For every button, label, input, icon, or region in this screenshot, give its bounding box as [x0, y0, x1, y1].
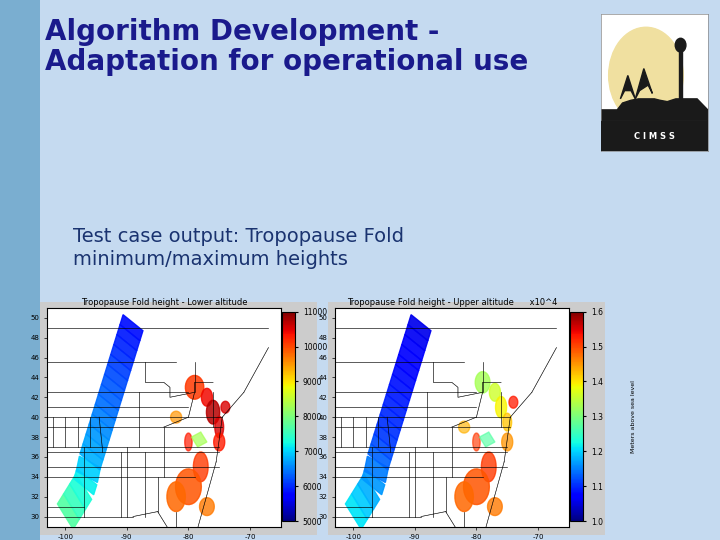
Title: Tropopause Fold height - Lower altitude: Tropopause Fold height - Lower altitude	[81, 298, 247, 307]
Polygon shape	[185, 433, 192, 451]
Polygon shape	[679, 48, 682, 99]
Polygon shape	[102, 374, 125, 400]
Polygon shape	[104, 364, 127, 390]
Polygon shape	[86, 424, 109, 450]
Polygon shape	[399, 345, 422, 370]
Polygon shape	[176, 469, 202, 504]
Polygon shape	[83, 434, 106, 460]
Polygon shape	[63, 484, 86, 519]
Polygon shape	[167, 482, 185, 511]
Polygon shape	[502, 433, 513, 451]
Polygon shape	[377, 414, 400, 440]
Text: Algorithm Development -
Adaptation for operational use: Algorithm Development - Adaptation for o…	[45, 18, 528, 76]
Polygon shape	[95, 394, 118, 420]
Polygon shape	[99, 384, 122, 410]
Polygon shape	[358, 474, 379, 509]
Polygon shape	[482, 452, 496, 482]
Polygon shape	[202, 388, 212, 406]
Polygon shape	[635, 69, 652, 99]
Polygon shape	[207, 400, 220, 424]
Polygon shape	[475, 372, 490, 393]
Polygon shape	[402, 335, 425, 361]
Polygon shape	[374, 424, 397, 450]
Polygon shape	[58, 494, 79, 529]
Polygon shape	[621, 76, 635, 99]
Polygon shape	[120, 315, 143, 341]
Polygon shape	[114, 335, 137, 361]
Polygon shape	[364, 456, 388, 482]
Polygon shape	[490, 383, 500, 401]
Polygon shape	[387, 384, 410, 410]
Polygon shape	[76, 456, 100, 482]
Polygon shape	[199, 498, 215, 516]
Polygon shape	[509, 396, 518, 408]
Polygon shape	[171, 411, 181, 423]
Text: Test case output: Tropopause Fold
minimum/maximum heights: Test case output: Tropopause Fold minimu…	[73, 227, 405, 269]
Polygon shape	[480, 432, 495, 447]
Polygon shape	[108, 354, 130, 380]
Polygon shape	[408, 315, 431, 341]
Polygon shape	[396, 354, 418, 380]
Polygon shape	[380, 404, 403, 430]
Polygon shape	[80, 444, 103, 470]
Text: C I M S S: C I M S S	[634, 132, 675, 140]
Polygon shape	[392, 364, 415, 390]
Polygon shape	[117, 325, 140, 350]
Y-axis label: Meters above sea level: Meters above sea level	[355, 380, 360, 453]
Polygon shape	[464, 469, 490, 504]
Polygon shape	[74, 469, 96, 495]
Polygon shape	[351, 484, 374, 519]
Polygon shape	[192, 432, 207, 447]
Polygon shape	[194, 452, 208, 482]
Polygon shape	[503, 413, 512, 431]
Polygon shape	[186, 375, 204, 399]
Polygon shape	[459, 421, 469, 433]
Polygon shape	[601, 121, 708, 151]
Circle shape	[608, 27, 683, 124]
Polygon shape	[70, 474, 91, 509]
Polygon shape	[390, 374, 413, 400]
Polygon shape	[368, 444, 391, 470]
Polygon shape	[89, 414, 112, 440]
Polygon shape	[362, 469, 384, 495]
Polygon shape	[371, 434, 394, 460]
Y-axis label: Meters above sea level: Meters above sea level	[631, 380, 636, 453]
Polygon shape	[487, 498, 503, 516]
Polygon shape	[495, 396, 507, 418]
Polygon shape	[405, 325, 428, 350]
Polygon shape	[92, 404, 115, 430]
Polygon shape	[111, 345, 134, 370]
Polygon shape	[221, 401, 230, 413]
Title: Tropopause Fold height - Upper altitude      x10^4: Tropopause Fold height - Upper altitude …	[346, 298, 557, 307]
Polygon shape	[346, 494, 367, 529]
Polygon shape	[215, 416, 224, 438]
Polygon shape	[383, 394, 406, 420]
Polygon shape	[455, 482, 473, 511]
Polygon shape	[601, 99, 708, 121]
Polygon shape	[473, 433, 480, 451]
Polygon shape	[214, 433, 225, 451]
Circle shape	[675, 38, 686, 52]
